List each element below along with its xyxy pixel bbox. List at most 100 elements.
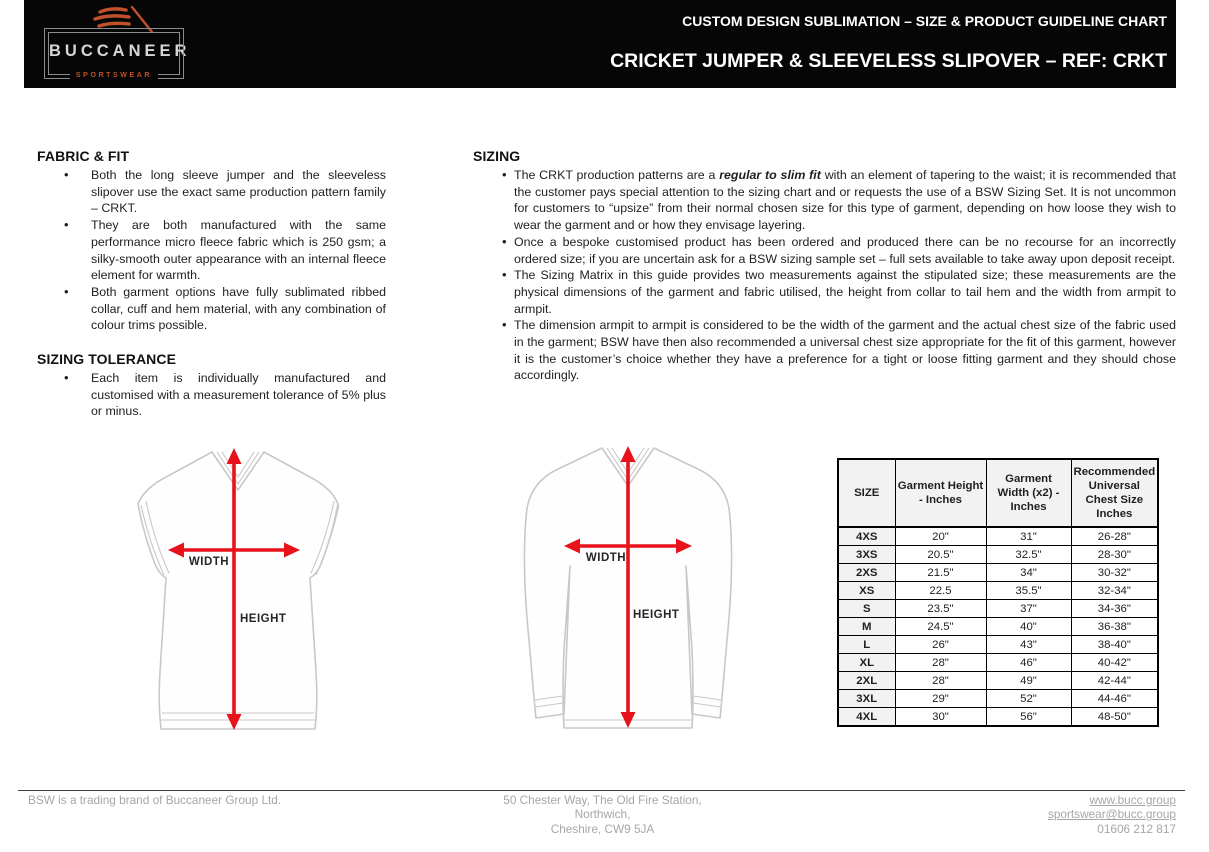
address-line: Cheshire, CW9 5JA (550, 821, 655, 836)
size-cell: 2XS (837, 563, 896, 582)
measurement-cell: 21.5" (894, 563, 987, 582)
size-table-row: 3XL 29" 52" 44-46" (837, 689, 1159, 708)
size-cell: 4XL (837, 707, 896, 727)
size-cell: XS (837, 581, 896, 600)
size-cell: 2XL (837, 671, 896, 690)
measurement-cell: 40" (985, 617, 1072, 636)
measurement-cell: 24.5" (894, 617, 987, 636)
measurement-cell: 28-30" (1070, 545, 1159, 564)
measurement-cell: 46" (985, 653, 1072, 672)
document-title: CUSTOM DESIGN SUBLIMATION – SIZE & PRODU… (682, 13, 1167, 29)
footer-contact: www.bucc.group sportswear@bucc.group 016… (1048, 793, 1176, 836)
col-header-size: SIZE (837, 458, 896, 528)
footer-divider (18, 790, 1185, 791)
measurement-cell: 34-36" (1070, 599, 1159, 618)
bullet-item: Both garment options have fully sublimat… (64, 284, 386, 334)
table-header-row: SIZE Garment Height - Inches Garment Wid… (837, 458, 1159, 528)
sizing-matrix-table: SIZE Garment Height - Inches Garment Wid… (837, 458, 1160, 727)
bullet-item: Both the long sleeve jumper and the slee… (64, 167, 386, 217)
sizing-tolerance-section: SIZING TOLERANCE Each item is individual… (37, 351, 386, 420)
measurement-cell: 38-40" (1070, 635, 1159, 654)
size-table-row: XS 22.5 35.5" 32-34" (837, 581, 1159, 600)
width-label: WIDTH (189, 556, 229, 568)
email-link[interactable]: sportswear@bucc.group (1047, 807, 1176, 822)
col-header-chest: Recommended Universal Chest Size Inches (1070, 458, 1159, 528)
measurement-cell: 43" (985, 635, 1072, 654)
measurement-cell: 26" (894, 635, 987, 654)
size-table-row: 2XS 21.5" 34" 30-32" (837, 563, 1159, 582)
height-arrow (226, 448, 242, 730)
measurement-cell: 28" (894, 671, 987, 690)
measurement-cell: 44-46" (1070, 689, 1159, 708)
height-label: HEIGHT (240, 613, 286, 625)
measurement-cell: 52" (985, 689, 1072, 708)
logo-brand-text: BUCCANEER (49, 42, 191, 60)
sizing-tolerance-bullets: Each item is individually manufactured a… (37, 370, 386, 420)
size-cell: M (837, 617, 896, 636)
sleeveless-slipover-diagram: WIDTH HEIGHT (137, 448, 340, 730)
size-table-row: L 26" 43" 38-40" (837, 635, 1159, 654)
product-title: CRICKET JUMPER & SLEEVELESS SLIPOVER – R… (610, 50, 1167, 72)
width-label: WIDTH (586, 552, 626, 564)
measurement-cell: 22.5 (894, 581, 987, 600)
long-sleeve-jumper-diagram: WIDTH HEIGHT (523, 446, 733, 729)
buccaneer-logo: BUCCANEER SPORTSWEAR (44, 28, 191, 79)
col-header-width: Garment Width (x2) - Inches (985, 458, 1072, 528)
footer-trading-note: BSW is a trading brand of Buccaneer Grou… (28, 793, 282, 807)
measurement-cell: 49" (985, 671, 1072, 690)
sizing-heading: SIZING (473, 148, 521, 164)
size-cell: L (837, 635, 896, 654)
address-line: 50 Chester Way, The Old Fire Station, (503, 793, 702, 807)
size-cell: 4XS (837, 526, 896, 546)
bullet-item: The dimension armpit to armpit is consid… (502, 317, 1176, 384)
fabric-fit-bullets: Both the long sleeve jumper and the slee… (37, 167, 386, 334)
sizing-bullets: The CRKT production patterns are a regul… (473, 167, 1176, 384)
sizing-section: SIZING The CRKT production patterns are … (473, 148, 1176, 384)
bullet-item: Each item is individually manufactured a… (64, 370, 386, 420)
phone-number: 01606 212 817 (1097, 821, 1176, 836)
website-link[interactable]: www.bucc.group (1089, 793, 1176, 807)
header-bar: BUCCANEER SPORTSWEAR CUSTOM DESIGN SUBLI… (24, 0, 1176, 88)
width-arrow (564, 538, 692, 554)
measurement-cell: 23.5" (894, 599, 987, 618)
measurement-cell: 20" (894, 526, 987, 546)
size-table-row: 3XS 20.5" 32.5" 28-30" (837, 545, 1159, 564)
size-table-row: 2XL 28" 49" 42-44" (837, 671, 1159, 690)
fabric-fit-heading: FABRIC & FIT (37, 148, 130, 164)
footer-address: 50 Chester Way, The Old Fire Station, No… (450, 793, 755, 836)
col-header-height: Garment Height - Inches (894, 458, 987, 528)
bullet-item: The CRKT production patterns are a regul… (502, 167, 1176, 234)
measurement-cell: 48-50" (1070, 707, 1159, 727)
size-table-row: 4XL 30" 56" 48-50" (837, 707, 1159, 727)
size-table-row: M 24.5" 40" 36-38" (837, 617, 1159, 636)
measurement-cell: 29" (894, 689, 987, 708)
measurement-cell: 30-32" (1070, 563, 1159, 582)
size-table-row: S 23.5" 37" 34-36" (837, 599, 1159, 618)
size-cell: 3XL (837, 689, 896, 708)
size-table-row: 4XS 20" 31" 26-28" (837, 526, 1159, 546)
flag-icon (86, 4, 172, 34)
measurement-cell: 56" (985, 707, 1072, 727)
width-arrow (168, 542, 300, 558)
size-cell: S (837, 599, 896, 618)
height-arrow (620, 446, 636, 728)
measurement-cell: 35.5" (985, 581, 1072, 600)
measurement-cell: 31" (985, 526, 1072, 546)
fabric-fit-section: FABRIC & FIT Both the long sleeve jumper… (37, 148, 386, 334)
bullet-item: The Sizing Matrix in this guide provides… (502, 267, 1176, 317)
height-label: HEIGHT (633, 609, 679, 621)
measurement-cell: 40-42" (1070, 653, 1159, 672)
measurement-cell: 26-28" (1070, 526, 1159, 546)
size-cell: XL (837, 653, 896, 672)
size-cell: 3XS (837, 545, 896, 564)
bullet-item: They are both manufactured with the same… (64, 217, 386, 284)
measurement-cell: 28" (894, 653, 987, 672)
logo-sub-text: SPORTSWEAR (69, 72, 159, 79)
measurement-cell: 32-34" (1070, 581, 1159, 600)
sizing-tolerance-heading: SIZING TOLERANCE (37, 351, 177, 367)
measurement-cell: 42-44" (1070, 671, 1159, 690)
size-table-row: XL 28" 46" 40-42" (837, 653, 1159, 672)
address-line: Northwich, (574, 807, 631, 822)
measurement-cell: 34" (985, 563, 1072, 582)
measurement-cell: 20.5" (894, 545, 987, 564)
